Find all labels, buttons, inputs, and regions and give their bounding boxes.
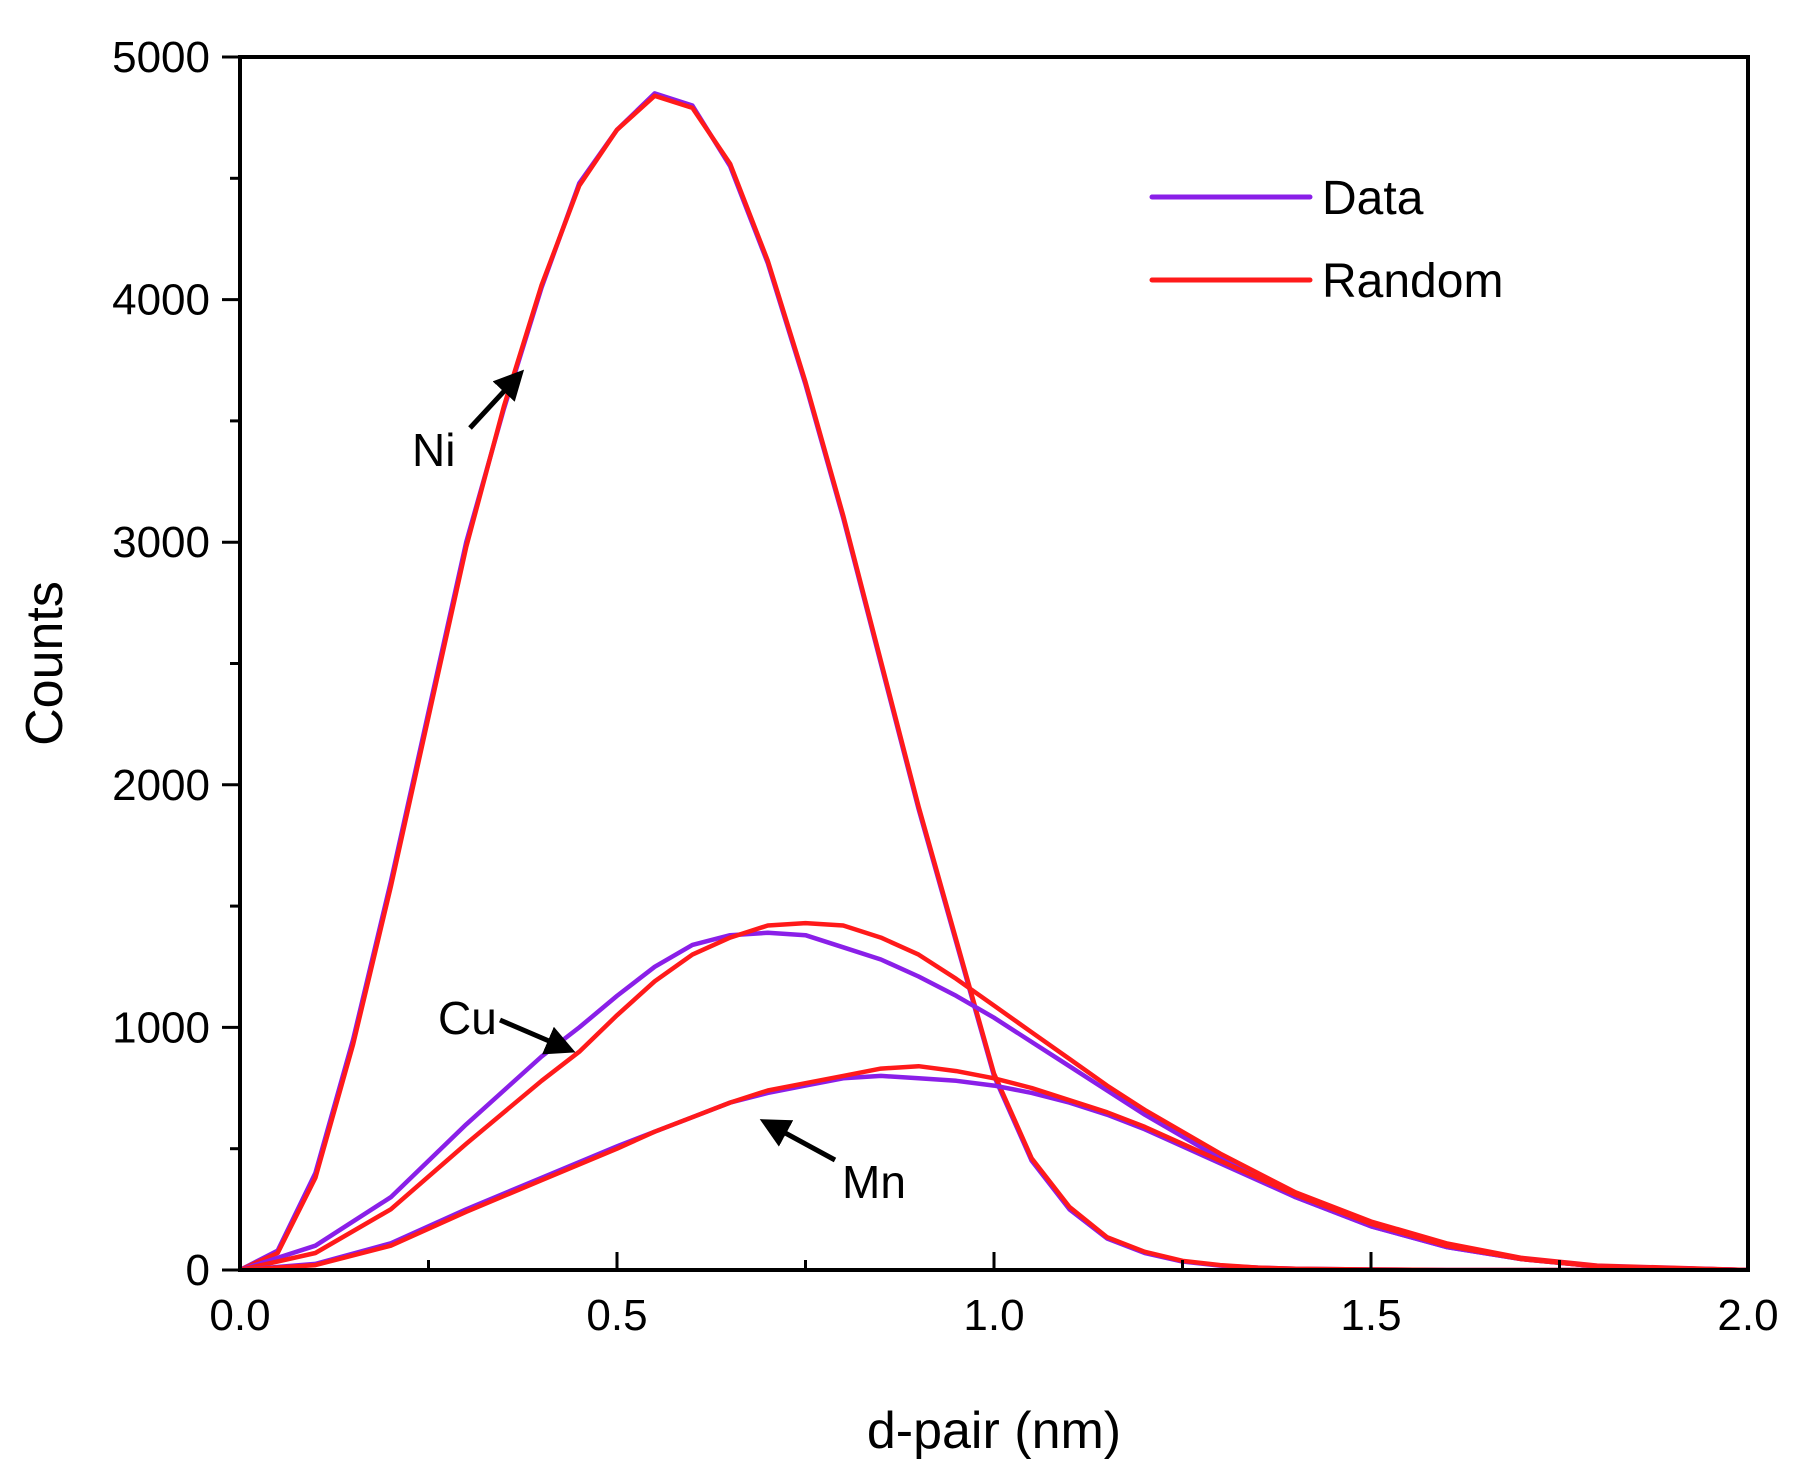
x-tick-label: 1.5	[1340, 1291, 1401, 1340]
y-tick-label: 4000	[112, 276, 210, 325]
y-tick-label: 3000	[112, 518, 210, 567]
annotation-arrow-cu	[499, 1017, 576, 1055]
x-tick-label: 0.5	[586, 1291, 647, 1340]
annotation-label-ni: Ni	[412, 424, 455, 476]
x-tick-label: 0.0	[209, 1291, 270, 1340]
ticks-layer: 0.0 0.5 1.0 1.5 2.0 0 1000 2000 3000 4000 5000	[112, 33, 1778, 1340]
x-axis-title: d-pair (nm)	[867, 1402, 1121, 1460]
annotation-arrow-ni	[468, 369, 525, 430]
y-tick-label: 0	[186, 1246, 210, 1295]
series-ni-random	[240, 93, 1748, 1270]
plot-frame	[238, 55, 1750, 1272]
x-tick-label: 1.0	[963, 1291, 1024, 1340]
annotation-layer: Ni Cu Mn	[412, 369, 906, 1208]
legend-label-data: Data	[1322, 172, 1424, 225]
legend-label-random: Random	[1322, 255, 1503, 308]
annotation-label-cu: Cu	[438, 992, 497, 1044]
x-tick-label: 2.0	[1717, 1291, 1778, 1340]
legend: Data Random	[1149, 172, 1503, 308]
annotation-label-mn: Mn	[842, 1156, 906, 1208]
annotation-arrow-mn	[759, 1119, 837, 1163]
y-tick-label: 1000	[112, 1003, 210, 1052]
series-mn-random	[240, 1063, 1748, 1270]
y-axis-title: Counts	[16, 581, 74, 746]
y-tick-label: 5000	[112, 33, 210, 82]
y-tick-label: 2000	[112, 761, 210, 810]
